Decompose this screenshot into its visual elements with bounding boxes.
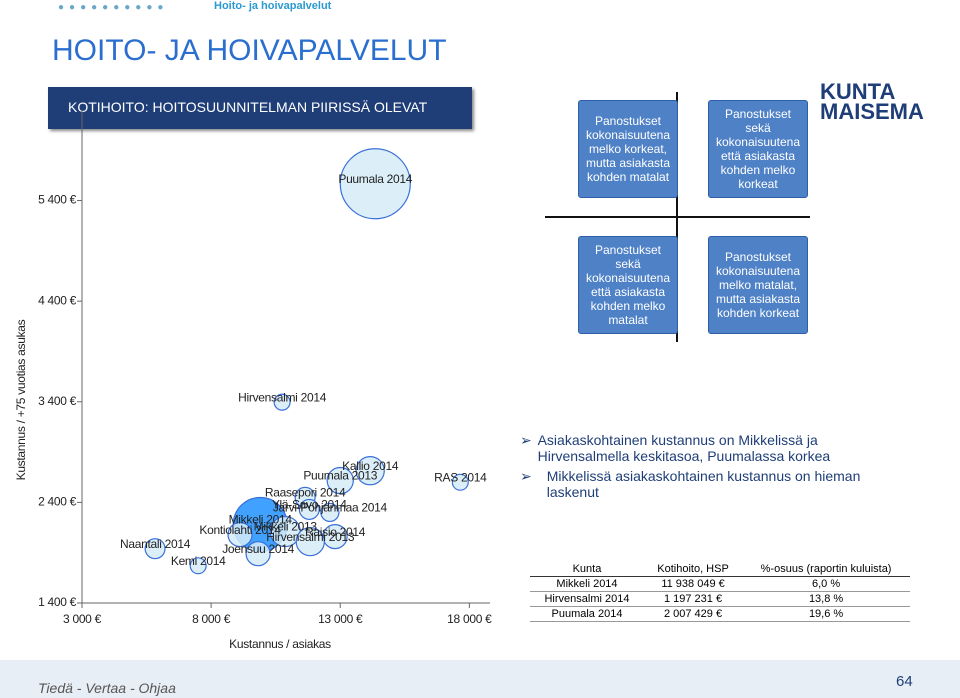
table: Kunta Kotihoito, HSP %-osuus (raportin kul… [530,562,910,622]
table-row: Mikkeli 2014 11 938 049 €6,0 % [530,576,910,592]
page-number: 64 [896,673,913,690]
bubble [245,541,271,567]
table-cell: 1 197 231 € [643,591,743,607]
x-axis-label: Kustannus / asiakas [229,637,331,651]
bubble-label: Raisio 2014 [305,525,366,539]
bubble-label: Kontiolahti 2014 [199,523,281,537]
y-axis-label: Kustannus / +75 vuotias asukas [14,319,28,480]
bubble-label: Joensuu 2014 [222,542,294,556]
y-tick-label: 5 400 € [38,193,77,207]
chart: 1 400 € 2 400 € 3 400 € 4 400 € 5 400 € 3 000… [14,110,492,651]
y-tick-label: 3 400 € [38,394,77,408]
bubble-label: Ylä-Savo 2014 [272,498,347,512]
table-cell: 13,8 % [742,591,910,607]
table-row: Kunta Kotihoito, HSP %-osuus (raportin kul… [530,562,910,577]
bubble [451,473,469,491]
table-cell: 19,6 % [742,606,910,622]
footer: Tiedä - Vertaa - Ohjaa [38,680,176,696]
bullet-text: Asiakaskohtainen kustannus on Mikkelissä… [537,432,831,464]
y-tick-label: 1 400 € [38,595,77,609]
table-cell: %-osuus (raportin kuluista) [742,562,910,577]
x-tick-label: 18 000 € [447,612,492,626]
nav-dots: ●●●●●●●●●● [58,2,169,13]
table-cell: 6,0 % [742,576,910,592]
table-cell: Kunta [530,562,644,577]
logo: KUNTA MAISEMA [820,79,924,124]
bubble [189,557,207,575]
bubble-label: Puumala 2014 [338,172,412,186]
bubble-label: Järvi-Pohjanmaa 2014 [273,501,388,515]
x-tick-label: 3 000 € [63,612,102,626]
table-row: Puumala 2014 2 007 429 €19,6 % [530,606,910,622]
table-cell: 2 007 429 € [643,606,743,622]
bubble-label: Raasepori 2014 [265,486,346,500]
table-cell: Puumala 2014 [530,606,644,622]
quadrant-axis [545,216,810,218]
quadrant-box: Panostukset sekä kokonaisuutena että asi… [578,236,678,334]
bubble-label: Naantali 2014 [120,537,191,551]
footer-bar [0,660,960,698]
bubble-label: Kemi 2014 [171,554,226,568]
bubble [355,456,385,486]
bullets: ➢ Asiakaskohtainen kustannus on Mikkeliss… [520,432,900,500]
x-tick-label: 13 000 € [318,612,363,626]
quadrant-box: Panostukset kokonaisuutena melko matalat… [708,236,808,334]
table-cell: 11 938 049 € [643,576,743,592]
table-row: Hirvensalmi 2014 1 197 231 €13,8 % [530,591,910,607]
bubble [273,393,291,411]
bullet: ➢ Asiakaskohtainen kustannus on Mikkeliss… [520,432,900,464]
quadrant-box: Panostukset sekä kokonaisuutena että asi… [708,100,808,198]
bubble-label: Mikkeli 2013 [254,520,318,534]
bubble-label: Puumala 2013 [303,469,377,483]
page-title: HOITO- JA HOIVAPALVELUT [52,34,447,67]
bullet: ➢ Mikkelissä asiakaskohtainen kustannus o… [520,468,900,500]
bubble [326,466,354,495]
y-tick-label: 4 400 € [38,293,77,307]
bubble-label: Hirvensalmi 2013 [266,530,355,544]
table-cell: Kotihoito, HSP [643,562,743,577]
bubble [339,148,411,220]
bubble [320,502,340,523]
bubble [144,538,166,560]
bubble-label: RAS 2014 [434,470,487,484]
table-cell: Hirvensalmi 2014 [530,591,644,607]
chart-title: KOTIHOITO: HOITOSUUNNITELMAN PIIRISSÄ OL… [48,87,472,129]
table-cell: Mikkeli 2014 [530,576,644,592]
quadrant-box: Panostukset kokonaisuutena melko korkeat… [578,100,678,198]
bubble-label: Hirvensalmi 2014 [238,390,327,404]
bubble-label: Kallio 2014 [342,459,399,473]
breadcrumb: Hoito- ja hoivapalvelut [214,0,332,12]
x-tick-label: 8 000 € [192,612,231,626]
bubble [227,521,253,548]
bubble [295,526,325,557]
bullet-text: Mikkelissä asiakaskohtainen kustannus on… [546,468,861,500]
bubble [298,498,320,520]
bubble-label: Mikkeli 2014 [229,513,293,527]
y-tick-label: 2 400 € [38,495,77,509]
